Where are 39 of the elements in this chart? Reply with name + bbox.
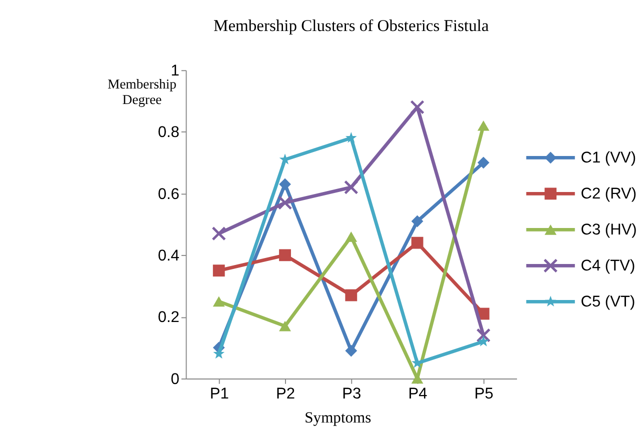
point	[411, 236, 424, 249]
point	[212, 296, 225, 307]
y-tick-label: 0	[170, 370, 180, 388]
y-tick-label: 0.8	[158, 124, 180, 142]
legend-label: C4 (TV)	[580, 258, 636, 275]
x-tick-label: P4	[408, 385, 428, 402]
legend-label: C2 (RV)	[580, 186, 637, 203]
point	[344, 180, 358, 194]
point	[279, 249, 291, 262]
point	[279, 178, 291, 190]
y-tick-label: 0.2	[158, 309, 180, 326]
legend-label: C3 (HV)	[580, 222, 637, 239]
x-tick-label: P2	[276, 385, 296, 402]
legend-label: C1 (VV)	[580, 150, 636, 167]
x-axis-title: Symptoms	[304, 409, 372, 426]
point	[345, 132, 357, 143]
chart-title: Membership Clusters of Obsterics Fistula	[214, 16, 490, 36]
point	[212, 226, 226, 241]
point	[411, 215, 424, 228]
point	[278, 196, 292, 210]
legend-label: C5 (VT)	[580, 294, 636, 311]
point	[478, 336, 490, 346]
point	[345, 344, 358, 357]
y-axis-title: Membership Degree	[108, 76, 177, 108]
y-tick-label: 0.6	[158, 186, 180, 203]
point	[476, 328, 491, 342]
point	[279, 320, 291, 332]
point	[477, 120, 490, 131]
point	[345, 289, 358, 302]
x-tick-label: P3	[342, 385, 362, 402]
point	[477, 156, 490, 169]
x-tick-label: P1	[210, 385, 229, 402]
point	[212, 264, 225, 277]
y-tick-label: 0.4	[158, 248, 180, 265]
x-tick-label: P5	[474, 385, 494, 402]
point	[410, 100, 424, 114]
point	[345, 232, 358, 242]
y-tick-label: 1	[170, 62, 180, 80]
point	[213, 348, 225, 359]
